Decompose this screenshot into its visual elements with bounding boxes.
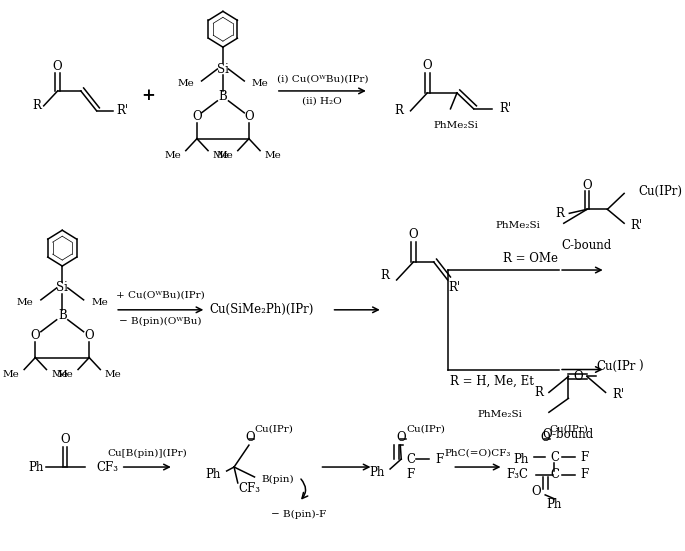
Text: O: O [84, 329, 94, 342]
Text: O: O [60, 433, 70, 446]
Text: Ph: Ph [206, 468, 221, 482]
Text: C: C [406, 452, 415, 466]
Text: C: C [550, 468, 559, 482]
Text: Ph: Ph [513, 452, 529, 466]
Text: Me: Me [3, 370, 20, 379]
Text: F: F [436, 452, 444, 466]
Text: PhMe₂Si: PhMe₂Si [434, 121, 479, 130]
Text: Me: Me [251, 79, 269, 89]
Text: Me: Me [57, 370, 73, 379]
Text: O: O [53, 60, 62, 73]
Text: R: R [395, 104, 403, 117]
Text: Si: Si [56, 282, 68, 294]
Text: Ph: Ph [547, 498, 562, 511]
Text: − B(pin)-F: − B(pin)-F [271, 510, 327, 520]
Text: R': R' [116, 104, 129, 117]
Text: − B(pin)(OᵂBu): − B(pin)(OᵂBu) [119, 317, 202, 326]
Text: R': R' [448, 282, 460, 294]
Text: O: O [397, 431, 406, 444]
Text: O: O [531, 485, 540, 499]
Text: +: + [142, 88, 155, 104]
Text: R = H, Me, Et: R = H, Me, Et [451, 375, 534, 388]
Text: O: O [245, 431, 255, 444]
Text: Cu(IPr): Cu(IPr) [406, 425, 445, 434]
Text: R: R [380, 268, 389, 282]
Text: (ii) H₂O: (ii) H₂O [302, 96, 342, 105]
Text: Ph: Ph [28, 461, 43, 473]
Text: PhMe₂Si: PhMe₂Si [477, 410, 522, 419]
Text: R: R [534, 386, 543, 399]
Text: Cu(IPr): Cu(IPr) [638, 185, 682, 198]
Text: C: C [550, 451, 559, 463]
Text: F₃C: F₃C [506, 468, 529, 482]
Text: F: F [580, 451, 588, 463]
Text: O: O [244, 110, 253, 123]
Text: Me: Me [264, 151, 282, 160]
Text: O: O [423, 58, 432, 72]
Text: R: R [555, 207, 564, 220]
Text: R': R' [631, 219, 643, 232]
Text: O: O [573, 370, 582, 383]
Text: + Cu(OᵂBu)(IPr): + Cu(OᵂBu)(IPr) [116, 290, 205, 299]
Text: CF₃: CF₃ [238, 483, 261, 495]
Text: (i) Cu(OᵂBu)(IPr): (i) Cu(OᵂBu)(IPr) [277, 74, 368, 84]
Text: F: F [580, 468, 588, 482]
Text: O: O [192, 110, 201, 123]
Text: R': R' [499, 102, 512, 115]
Text: Me: Me [51, 370, 68, 379]
Text: PhC(=O)CF₃: PhC(=O)CF₃ [444, 449, 510, 457]
Text: Cu(IPr): Cu(IPr) [255, 425, 293, 434]
Text: O: O [408, 228, 418, 241]
Text: C-bound: C-bound [562, 239, 612, 252]
Text: O: O [540, 431, 550, 444]
Text: O-bound: O-bound [543, 428, 594, 441]
Text: PhMe₂Si: PhMe₂Si [496, 221, 540, 230]
Text: R': R' [612, 388, 624, 401]
Text: Cu(IPr): Cu(IPr) [550, 425, 588, 434]
Text: F: F [406, 468, 414, 482]
Text: Cu(IPr: Cu(IPr [596, 360, 636, 373]
Text: Me: Me [16, 298, 34, 307]
Text: O: O [582, 179, 592, 192]
Text: B: B [219, 90, 227, 104]
Text: ): ) [638, 360, 643, 373]
Text: Me: Me [216, 151, 233, 160]
Text: B(pin): B(pin) [262, 474, 295, 484]
Text: Me: Me [213, 151, 229, 160]
Text: CF₃: CF₃ [97, 461, 119, 473]
Text: Me: Me [105, 370, 122, 379]
Text: O: O [31, 329, 40, 342]
Text: Me: Me [164, 151, 181, 160]
Text: R = OMe: R = OMe [503, 252, 558, 264]
Text: Ph: Ph [369, 466, 384, 478]
Text: Si: Si [217, 63, 229, 75]
Text: B: B [58, 309, 66, 322]
Text: Me: Me [177, 79, 194, 89]
Text: R: R [33, 99, 42, 112]
Text: Cu[B(pin)](IPr): Cu[B(pin)](IPr) [107, 449, 186, 458]
Text: Cu(SiMe₂Ph)(IPr): Cu(SiMe₂Ph)(IPr) [210, 304, 314, 316]
Text: Me: Me [91, 298, 108, 307]
